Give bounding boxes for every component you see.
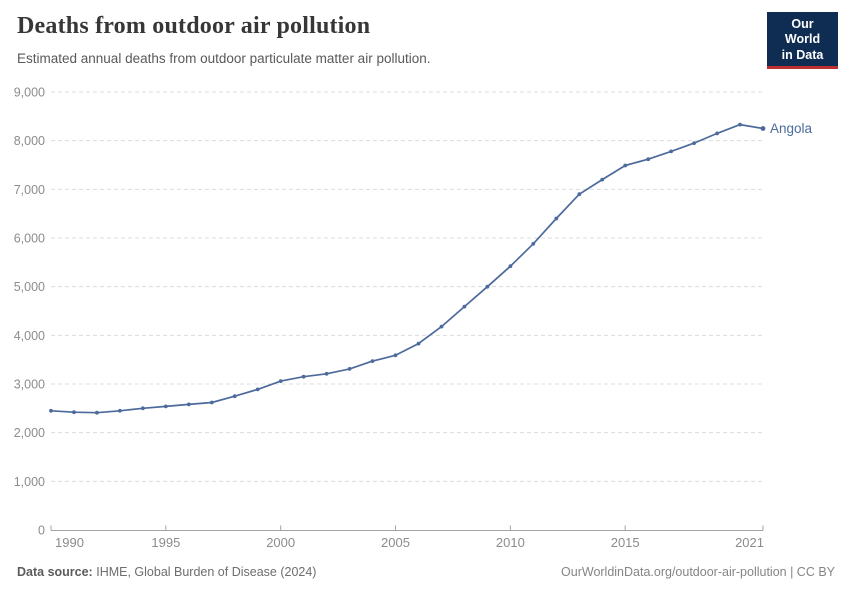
- data-source-label: Data source:: [17, 565, 93, 579]
- svg-text:2010: 2010: [496, 535, 525, 550]
- owid-logo[interactable]: Our World in Data: [767, 12, 838, 69]
- page-title: Deaths from outdoor air pollution: [17, 13, 371, 39]
- svg-text:3,000: 3,000: [14, 378, 45, 392]
- svg-text:2005: 2005: [381, 535, 410, 550]
- svg-text:5,000: 5,000: [14, 280, 45, 294]
- svg-text:2,000: 2,000: [14, 426, 45, 440]
- data-source-text: IHME, Global Burden of Disease (2024): [96, 565, 317, 579]
- svg-text:1,000: 1,000: [14, 475, 45, 489]
- x-axis: 1990 1995 2000 2005 2010 2015 2021: [50, 525, 764, 550]
- svg-text:4,000: 4,000: [14, 329, 45, 343]
- svg-text:1990: 1990: [55, 535, 84, 550]
- y-gridlines: [51, 91, 763, 482]
- y-axis-labels: 0 1,000 2,000 3,000 4,000 5,000 6,000 7,000 8,00…: [14, 86, 45, 538]
- svg-text:0: 0: [38, 524, 45, 538]
- svg-text:2021: 2021: [735, 535, 764, 550]
- attribution-link[interactable]: OurWorldinData.org/outdoor-air-pollution…: [561, 565, 835, 579]
- chart-subtitle: Estimated annual deaths from outdoor par…: [17, 51, 431, 66]
- svg-text:8,000: 8,000: [14, 134, 45, 148]
- svg-text:7,000: 7,000: [14, 183, 45, 197]
- svg-text:1995: 1995: [151, 535, 180, 550]
- owid-logo-line1: Our World: [784, 17, 821, 47]
- svg-text:2000: 2000: [266, 535, 295, 550]
- data-source: Data source: IHME, Global Burden of Dise…: [17, 565, 316, 579]
- chart-footer: Data source: IHME, Global Burden of Dise…: [17, 565, 835, 579]
- series-line-angola[interactable]: Angola: [49, 121, 813, 415]
- svg-text:2015: 2015: [611, 535, 640, 550]
- entity-label-angola[interactable]: Angola: [770, 121, 813, 136]
- owid-logo-line2: in Data: [781, 47, 824, 62]
- svg-text:9,000: 9,000: [14, 86, 45, 100]
- svg-text:6,000: 6,000: [14, 232, 45, 246]
